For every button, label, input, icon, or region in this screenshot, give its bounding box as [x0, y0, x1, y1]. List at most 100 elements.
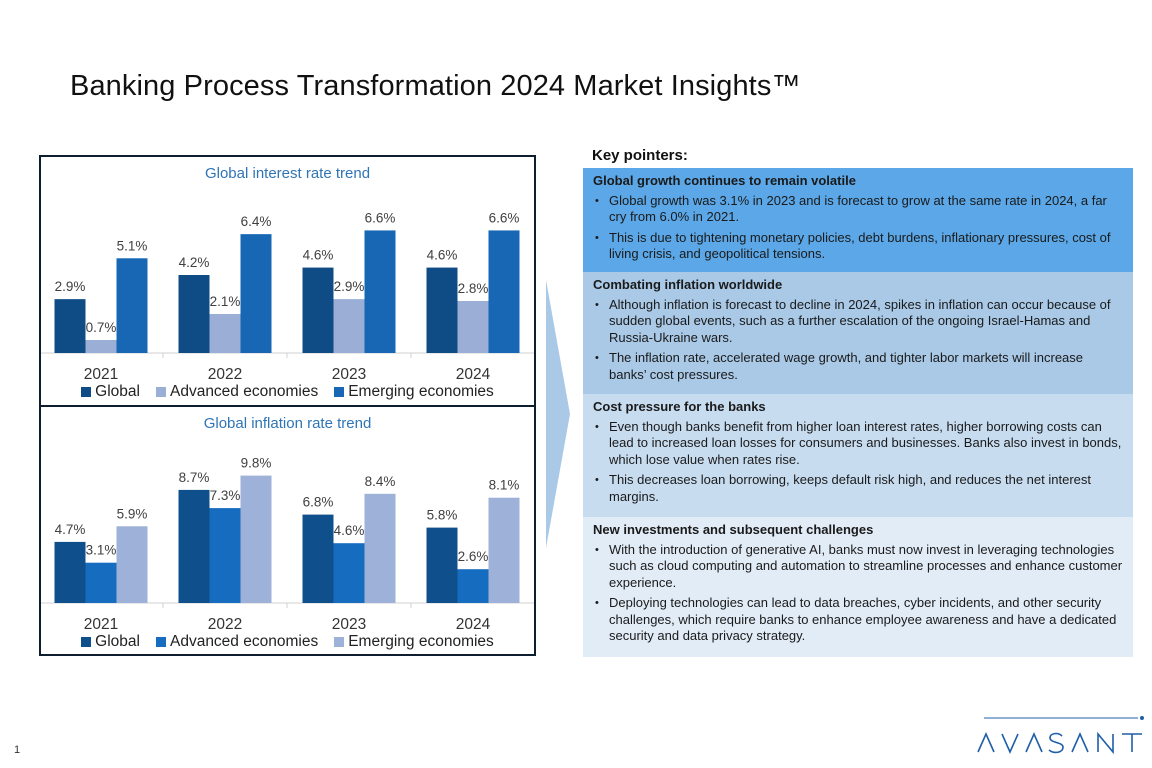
bar — [209, 508, 241, 603]
data-label: 2.9% — [334, 279, 365, 294]
chart-title: Global inflation rate trend — [203, 415, 372, 432]
bullet: Global growth was 3.1% in 2023 and is fo… — [593, 193, 1123, 226]
legend-label: Global — [95, 383, 140, 400]
bar — [488, 230, 520, 353]
legend-swatch — [155, 637, 166, 647]
section-heading: Combating inflation worldwide — [593, 277, 783, 292]
interest-rate-chart-svg: 2.9% 0.7% 5.1% 2021 4.2% 2.1% 6.4% 2022 4.6% 2.9%… — [41, 210, 534, 383]
legend-swatch — [81, 387, 92, 397]
section-global-growth: Global growth continues to remain volati… — [583, 168, 1133, 272]
legend-label: Emerging economies — [348, 383, 494, 400]
bar — [85, 340, 117, 353]
legend-item-global: Global — [81, 633, 140, 651]
section-cost-pressure: Cost pressure for the banks Even though … — [583, 394, 1133, 517]
data-label: 5.8% — [427, 508, 458, 523]
bar — [333, 543, 365, 603]
bar — [426, 267, 458, 353]
data-label: 6.6% — [365, 210, 396, 225]
legend-label: Global — [95, 633, 140, 650]
inflation-rate-chart: Global inflation rate trend 4.7% 3.1% 5.9%… — [41, 407, 534, 654]
interest-rate-chart: Global interest rate trend 2.9% 0.7% 5.1% 2… — [41, 157, 534, 405]
data-label: 0.7% — [86, 320, 117, 335]
section-new-investments: New investments and subsequent challenge… — [583, 517, 1133, 657]
chart-legend: Global Advanced economies Emerging econo… — [41, 633, 534, 651]
bullet: The inflation rate, accelerated wage gro… — [593, 350, 1123, 383]
bar — [54, 299, 86, 353]
legend-label: Emerging economies — [348, 633, 494, 650]
legend-item-advanced: Advanced economies — [155, 633, 319, 651]
chart-legend: Global Advanced economies Emerging econo… — [41, 383, 534, 401]
bar — [302, 514, 334, 603]
bar — [333, 299, 365, 353]
bar — [364, 230, 396, 353]
data-label: 4.7% — [55, 522, 86, 537]
legend-item-emerging: Emerging economies — [334, 633, 494, 651]
bullet: Although inflation is forecast to declin… — [593, 297, 1123, 347]
x-tick-label: 2023 — [332, 616, 366, 633]
x-tick-label: 2023 — [332, 366, 366, 383]
slide-title: Banking Process Transformation 2024 Mark… — [70, 70, 801, 102]
data-label: 2.9% — [55, 279, 86, 294]
x-tick-label: 2021 — [84, 366, 118, 383]
bullet: Even though banks benefit from higher lo… — [593, 419, 1123, 469]
data-label: 4.2% — [179, 255, 210, 270]
bar — [54, 541, 86, 603]
legend-swatch — [334, 637, 345, 647]
bar — [457, 301, 489, 353]
x-tick-label: 2022 — [208, 366, 242, 383]
data-label: 6.6% — [489, 210, 520, 225]
data-label: 4.6% — [303, 248, 334, 263]
avasant-logo — [977, 716, 1144, 755]
legend-item-global: Global — [81, 383, 140, 401]
section-heading: New investments and subsequent challenge… — [593, 522, 874, 537]
bullet: With the introduction of generative AI, … — [593, 542, 1123, 592]
data-label: 9.8% — [241, 456, 272, 471]
bar — [178, 275, 210, 353]
bar — [116, 258, 148, 353]
data-label: 6.8% — [303, 495, 334, 510]
section-heading: Cost pressure for the banks — [593, 399, 766, 414]
legend-label: Advanced economies — [169, 633, 319, 650]
bar — [178, 489, 210, 603]
bar — [457, 569, 489, 603]
legend-item-emerging: Emerging economies — [334, 383, 494, 401]
bullet: This is due to tightening monetary polic… — [593, 230, 1123, 263]
x-tick-label: 2022 — [208, 616, 242, 633]
data-label: 8.1% — [489, 478, 520, 493]
bullet: This decreases loan borrowing, keeps def… — [593, 472, 1123, 505]
section-heading: Global growth continues to remain volati… — [593, 173, 856, 188]
page-number: 1 — [14, 744, 21, 756]
data-label: 2.6% — [458, 549, 489, 564]
bar — [488, 497, 520, 603]
legend-label: Advanced economies — [169, 383, 319, 400]
legend-swatch — [334, 387, 345, 397]
x-tick-label: 2021 — [84, 616, 118, 633]
data-label: 6.4% — [241, 214, 272, 229]
data-label: 5.1% — [117, 238, 148, 253]
legend-item-advanced: Advanced economies — [155, 383, 319, 401]
charts-panel: Global interest rate trend 2.9% 0.7% 5.1% 2… — [39, 155, 536, 656]
data-label: 5.9% — [117, 506, 148, 521]
chart-title: Global interest rate trend — [204, 165, 371, 182]
bar — [116, 526, 148, 603]
chart-divider — [41, 405, 534, 407]
data-label: 8.7% — [179, 470, 210, 485]
bar — [85, 562, 117, 603]
data-label: 7.3% — [210, 488, 241, 503]
legend-swatch — [81, 637, 92, 647]
bar — [302, 267, 334, 353]
x-tick-label: 2024 — [456, 366, 491, 383]
bar — [426, 527, 458, 603]
bar — [209, 314, 241, 353]
key-pointers-title: Key pointers: — [592, 147, 688, 164]
bar — [240, 234, 272, 353]
bar — [364, 493, 396, 603]
data-label: 4.6% — [334, 523, 365, 538]
chevron-arrow-icon — [546, 280, 570, 548]
data-label: 3.1% — [86, 543, 117, 558]
x-tick-label: 2024 — [456, 616, 491, 633]
section-inflation: Combating inflation worldwide Although i… — [583, 272, 1133, 394]
data-label: 4.6% — [427, 248, 458, 263]
data-label: 8.4% — [365, 474, 396, 489]
bar — [240, 475, 272, 603]
